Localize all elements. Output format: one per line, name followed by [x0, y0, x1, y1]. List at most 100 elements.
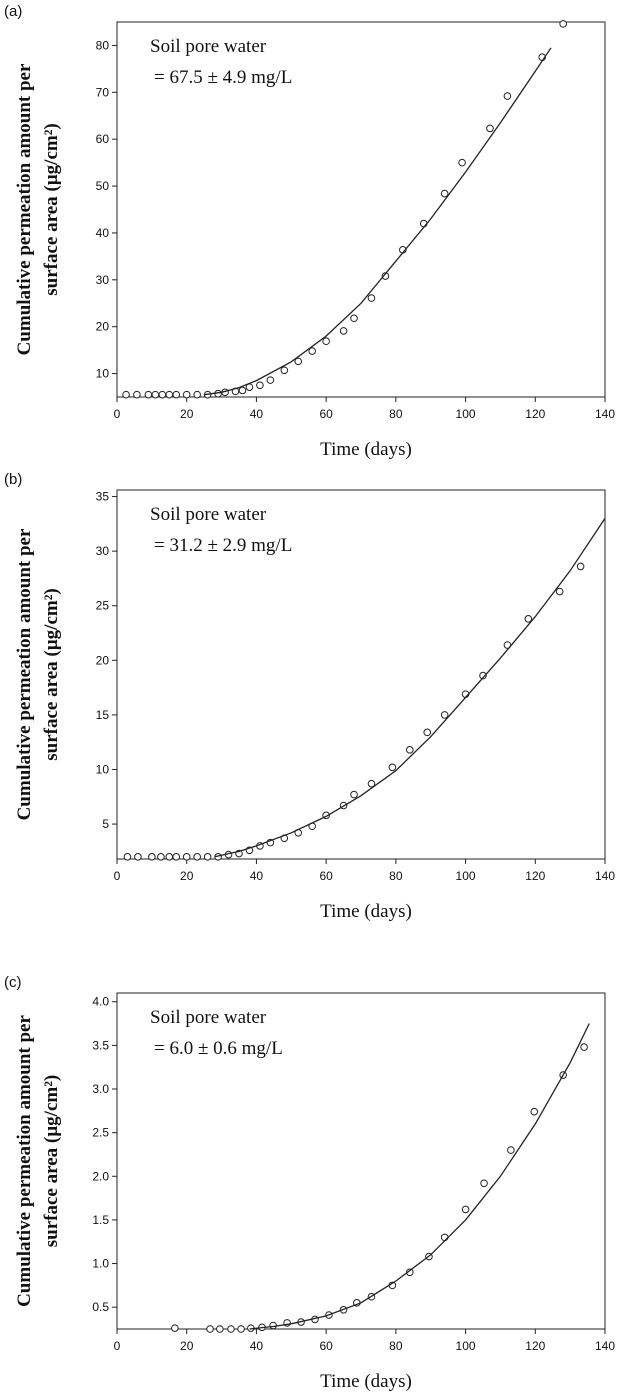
data-point — [555, 587, 564, 596]
x-tick-label: 20 — [180, 869, 194, 883]
panel-label: (a) — [4, 3, 22, 20]
y-tick-label: 1.0 — [92, 1257, 109, 1271]
data-point — [486, 124, 494, 133]
y-axis-label: surface area (µg/cm²) — [41, 1075, 62, 1247]
plot-frame — [116, 21, 606, 398]
y-tick-label: 4.0 — [92, 995, 109, 1009]
y-tick-label: 40 — [96, 226, 110, 240]
data-point — [151, 390, 160, 399]
data-point — [458, 158, 466, 167]
data-point — [144, 390, 153, 399]
data-point — [134, 853, 142, 861]
data-point — [294, 357, 303, 366]
data-point — [580, 1043, 588, 1051]
x-tick-label: 140 — [595, 1339, 615, 1353]
data-point — [406, 746, 414, 754]
data-point — [172, 390, 181, 399]
x-tick-label: 80 — [389, 1339, 403, 1353]
x-tick-label: 20 — [180, 1339, 194, 1353]
data-point — [339, 327, 348, 335]
x-axis-label: Time (days) — [320, 901, 412, 922]
y-axis-label: surface area (µg/cm²) — [41, 588, 62, 760]
y-tick-label: 80 — [96, 38, 110, 52]
annotation: = 6.0 ± 0.6 mg/L — [154, 1038, 283, 1059]
y-tick-label: 2.0 — [92, 1169, 109, 1183]
data-point — [182, 853, 191, 861]
x-axis-label: Time (days) — [320, 1371, 412, 1392]
data-point — [165, 390, 174, 399]
data-point — [165, 853, 174, 861]
data-point — [308, 347, 317, 355]
data-point — [227, 1325, 235, 1333]
data-point — [440, 189, 449, 198]
y-tick-label: 1.5 — [92, 1213, 109, 1227]
data-point — [193, 390, 201, 399]
y-tick-label: 3.5 — [92, 1038, 109, 1052]
x-tick-label: 100 — [456, 1339, 476, 1353]
data-point — [158, 390, 167, 399]
data-point — [507, 1146, 515, 1154]
x-tick-label: 140 — [595, 407, 615, 421]
fit-line — [204, 47, 552, 396]
y-axis-label: Cumulative permeation amount per — [14, 63, 35, 355]
data-point — [256, 381, 264, 390]
y-tick-label: 70 — [96, 85, 110, 99]
y-tick-label: 2.5 — [92, 1126, 109, 1140]
data-point — [216, 1325, 224, 1333]
y-tick-label: 20 — [96, 320, 110, 334]
plot-frame — [116, 489, 606, 860]
x-axis-label: Time (days) — [320, 439, 412, 460]
data-point — [148, 853, 156, 861]
annotation: Soil pore water — [150, 36, 267, 57]
x-tick-label: 140 — [595, 869, 615, 883]
data-point — [280, 366, 289, 375]
y-tick-label: 35 — [96, 490, 110, 504]
x-tick-label: 120 — [525, 1339, 545, 1353]
x-tick-label: 100 — [456, 869, 476, 883]
x-tick-label: 60 — [319, 407, 333, 421]
x-tick-label: 20 — [180, 407, 194, 421]
data-point — [123, 853, 132, 861]
x-tick-label: 0 — [114, 869, 121, 883]
data-point — [367, 779, 376, 788]
annotation: = 67.5 ± 4.9 mg/L — [154, 67, 292, 88]
x-tick-label: 40 — [250, 1339, 264, 1353]
data-point — [182, 390, 191, 399]
data-point — [559, 20, 567, 28]
x-tick-label: 0 — [114, 407, 121, 421]
y-tick-label: 25 — [96, 599, 110, 613]
y-tick-label: 10 — [96, 367, 110, 381]
fit-line — [214, 518, 606, 858]
data-point — [266, 376, 275, 384]
y-tick-label: 30 — [96, 273, 110, 287]
x-tick-label: 60 — [319, 1339, 333, 1353]
annotation: Soil pore water — [150, 504, 267, 525]
data-point — [206, 1325, 214, 1333]
panel-label: (c) — [4, 974, 22, 991]
data-point — [479, 671, 487, 680]
y-tick-label: 50 — [96, 179, 110, 193]
data-point — [172, 853, 181, 861]
data-point — [503, 92, 512, 100]
data-point — [237, 1325, 245, 1333]
x-tick-label: 120 — [525, 869, 545, 883]
data-point — [122, 390, 130, 399]
y-tick-label: 3.0 — [92, 1082, 109, 1096]
data-point — [171, 1324, 179, 1332]
x-tick-label: 120 — [525, 407, 545, 421]
y-tick-label: 20 — [96, 653, 110, 667]
data-point — [157, 853, 165, 861]
x-tick-label: 80 — [389, 407, 403, 421]
data-point — [203, 853, 212, 861]
fit-line — [249, 1023, 590, 1330]
data-point — [440, 711, 449, 719]
data-point — [480, 1179, 488, 1188]
data-point — [381, 272, 390, 280]
data-point — [576, 562, 585, 571]
data-point — [238, 386, 247, 395]
data-point — [423, 728, 432, 737]
data-point — [440, 1233, 449, 1242]
data-point — [193, 853, 201, 861]
data-point — [388, 763, 397, 772]
annotation: = 31.2 ± 2.9 mg/L — [154, 535, 292, 556]
